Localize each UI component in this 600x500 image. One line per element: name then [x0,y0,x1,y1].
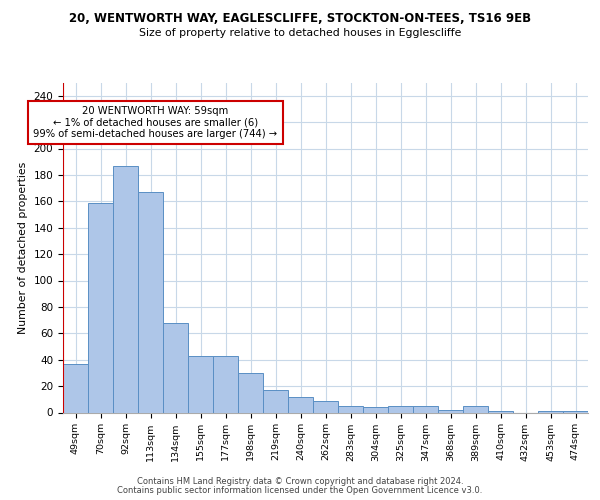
Bar [138,192,163,412]
Bar [338,406,363,412]
Text: Contains HM Land Registry data © Crown copyright and database right 2024.: Contains HM Land Registry data © Crown c… [137,477,463,486]
Bar [563,411,588,412]
Bar [363,407,388,412]
Bar [488,411,513,412]
Bar [538,411,563,412]
Bar [463,406,488,412]
Bar [213,356,238,412]
Bar [63,364,88,412]
Text: Size of property relative to detached houses in Egglescliffe: Size of property relative to detached ho… [139,28,461,38]
Bar [163,322,188,412]
Text: 20 WENTWORTH WAY: 59sqm
← 1% of detached houses are smaller (6)
99% of semi-deta: 20 WENTWORTH WAY: 59sqm ← 1% of detached… [34,106,278,140]
Bar [88,202,113,412]
Bar [263,390,288,412]
Bar [288,396,313,412]
Text: 20, WENTWORTH WAY, EAGLESCLIFFE, STOCKTON-ON-TEES, TS16 9EB: 20, WENTWORTH WAY, EAGLESCLIFFE, STOCKTO… [69,12,531,26]
Text: Contains public sector information licensed under the Open Government Licence v3: Contains public sector information licen… [118,486,482,495]
Bar [438,410,463,412]
Bar [238,373,263,412]
Y-axis label: Number of detached properties: Number of detached properties [18,162,28,334]
Bar [113,166,138,412]
Bar [413,406,438,412]
Bar [388,406,413,412]
Bar [188,356,213,412]
Bar [313,400,338,412]
